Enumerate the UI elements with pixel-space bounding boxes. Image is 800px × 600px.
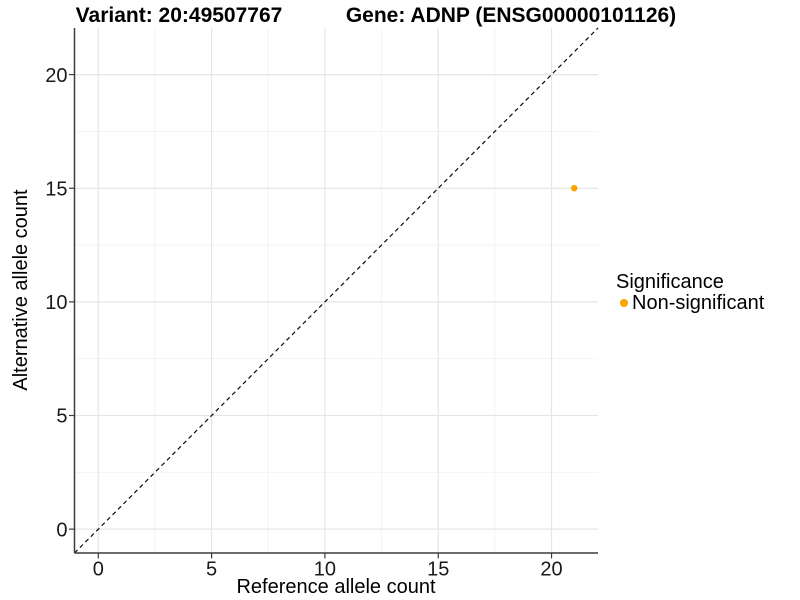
x-axis-title: Reference allele count [236,576,436,598]
y-tick-label: 20 [45,65,67,87]
y-tick-label: 5 [56,406,67,428]
data-point [570,184,578,192]
y-tick-label: 15 [45,178,67,200]
identity-line [74,27,599,554]
legend-key [616,295,632,311]
x-tick-label: 0 [93,559,104,581]
y-axis-title: Alternative allele count [10,189,32,391]
legend-entry-label: Non-significant [632,292,765,314]
y-tick-label: 0 [56,519,67,541]
x-tick-label: 15 [427,559,449,581]
plot-title-gene: Gene: ADNP (ENSG00000101126) [345,4,677,27]
x-tick-label: 5 [206,559,217,581]
legend-entry: Non-significant [616,292,765,314]
legend-key-dot [620,299,628,307]
legend-title: Significance [616,271,724,293]
x-tick-label: 10 [314,559,336,581]
plot-title-variant: Variant: 20:49507767 [75,4,283,27]
y-tick-label: 10 [45,292,67,314]
x-tick-label: 20 [540,559,562,581]
legend: Significance Non-significant [616,271,765,314]
